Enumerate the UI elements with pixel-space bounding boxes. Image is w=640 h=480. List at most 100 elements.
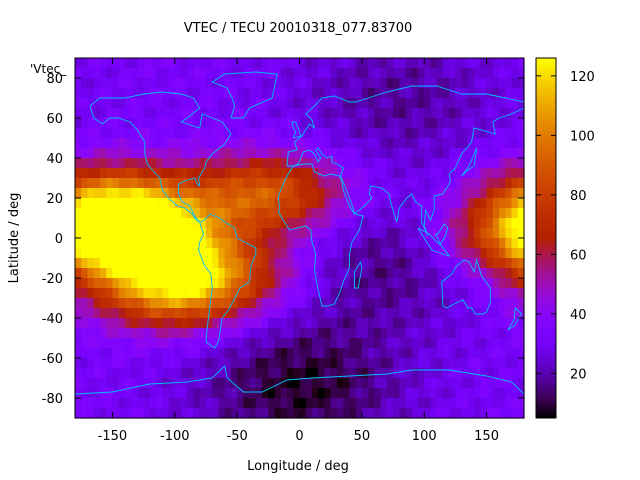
heatmap-cell: [262, 378, 269, 389]
heatmap-cell: [268, 378, 276, 389]
y-tick-label: 40: [46, 152, 63, 167]
heatmap-cell: [442, 308, 450, 319]
heatmap-cell: [137, 328, 145, 339]
heatmap-cell: [137, 188, 145, 199]
heatmap-cell: [224, 248, 232, 259]
heatmap-cell: [268, 98, 276, 109]
heatmap-cell: [405, 328, 413, 339]
heatmap-cell: [274, 108, 282, 119]
heatmap-cell: [274, 308, 282, 319]
heatmap-cell: [149, 278, 157, 289]
heatmap-cell: [112, 88, 120, 99]
heatmap-cell: [87, 68, 95, 79]
heatmap-cell: [474, 218, 481, 229]
heatmap-cell: [299, 368, 307, 379]
heatmap-cell: [237, 338, 244, 349]
heatmap-cell: [511, 318, 519, 329]
heatmap-cell: [293, 268, 301, 279]
heatmap-cell: [355, 398, 363, 409]
heatmap-cell: [162, 138, 170, 149]
heatmap-cell: [131, 78, 138, 89]
heatmap-cell: [405, 348, 413, 359]
heatmap-cell: [399, 88, 407, 99]
heatmap-cell: [505, 158, 513, 169]
heatmap-cell: [430, 278, 438, 289]
heatmap-cell: [455, 258, 463, 269]
heatmap-cell: [380, 238, 388, 249]
heatmap-cell: [224, 218, 232, 229]
heatmap-cell: [131, 298, 138, 309]
heatmap-cell: [112, 108, 120, 119]
heatmap-cell: [87, 218, 95, 229]
heatmap-cell: [411, 258, 419, 269]
heatmap-cell: [106, 338, 114, 349]
heatmap-cell: [162, 298, 170, 309]
heatmap-cell: [517, 178, 525, 189]
heatmap-cell: [461, 308, 469, 319]
heatmap-cell: [168, 258, 176, 269]
heatmap-cell: [449, 98, 457, 109]
heatmap-cell: [505, 258, 513, 269]
heatmap-cell: [112, 118, 120, 129]
heatmap-cell: [280, 228, 288, 239]
heatmap-cell: [486, 208, 494, 219]
heatmap-cell: [212, 178, 220, 189]
heatmap-cell: [511, 168, 519, 179]
heatmap-cell: [399, 58, 407, 69]
heatmap-cell: [181, 218, 188, 229]
heatmap-cell: [330, 58, 338, 69]
heatmap-cell: [181, 338, 188, 349]
heatmap-cell: [405, 68, 413, 79]
heatmap-cell: [449, 158, 457, 169]
heatmap-cell: [499, 248, 506, 259]
heatmap-cell: [131, 338, 138, 349]
heatmap-cell: [112, 398, 120, 409]
heatmap-cell: [274, 68, 282, 79]
heatmap-cell: [149, 378, 157, 389]
heatmap-cell: [224, 68, 232, 79]
heatmap-cell: [324, 168, 332, 179]
heatmap-cell: [393, 388, 400, 399]
heatmap-cell: [99, 288, 107, 299]
heatmap-cell: [455, 388, 463, 399]
heatmap-cell: [368, 78, 375, 89]
heatmap-cell: [212, 58, 220, 69]
y-tick-label: -60: [42, 352, 63, 367]
heatmap-cell: [280, 258, 288, 269]
heatmap-cell: [461, 108, 469, 119]
heatmap-cell: [293, 358, 301, 369]
coastline-madagascar: [353, 260, 363, 289]
heatmap-cell: [399, 318, 407, 329]
heatmap-cell: [168, 188, 176, 199]
heatmap-cell: [505, 408, 513, 419]
heatmap-cell: [81, 88, 89, 99]
heatmap-cell: [461, 368, 469, 379]
heatmap-cell: [81, 58, 89, 69]
heatmap-cell: [474, 318, 481, 329]
heatmap-cell: [262, 138, 269, 149]
heatmap-cell: [93, 308, 101, 319]
heatmap-cell: [411, 108, 419, 119]
heatmap-cell: [430, 148, 438, 159]
heatmap-cell: [243, 228, 251, 239]
heatmap-cell: [343, 318, 350, 329]
heatmap-cell: [287, 398, 294, 409]
heatmap-cell: [436, 168, 444, 179]
heatmap-cell: [255, 128, 263, 139]
heatmap-cell: [486, 388, 494, 399]
heatmap-cell: [455, 268, 463, 279]
heatmap-cell: [424, 108, 432, 119]
heatmap-cell: [280, 168, 288, 179]
heatmap-cell: [492, 168, 500, 179]
heatmap-cell: [75, 168, 82, 179]
heatmap-cell: [112, 378, 120, 389]
heatmap-cell: [399, 298, 407, 309]
heatmap-cell: [274, 388, 282, 399]
heatmap-cell: [156, 298, 163, 309]
heatmap-cell: [187, 158, 195, 169]
heatmap-cell: [255, 358, 263, 369]
heatmap-cell: [230, 248, 238, 259]
coastline-north-america: [89, 91, 232, 223]
heatmap-cell: [424, 178, 432, 189]
heatmap-cell: [274, 208, 282, 219]
